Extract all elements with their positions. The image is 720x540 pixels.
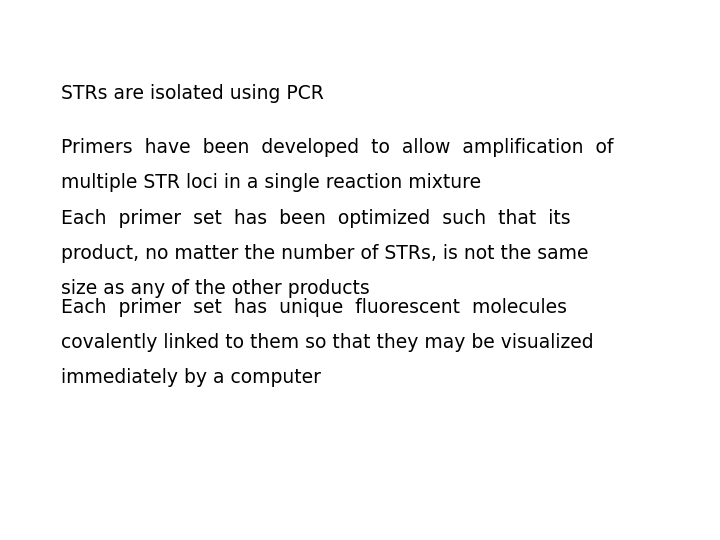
- Text: size as any of the other products: size as any of the other products: [61, 279, 370, 298]
- Text: STRs are isolated using PCR: STRs are isolated using PCR: [61, 84, 324, 103]
- Text: product, no matter the number of STRs, is not the same: product, no matter the number of STRs, i…: [61, 244, 589, 263]
- Text: immediately by a computer: immediately by a computer: [61, 368, 321, 387]
- Text: Primers  have  been  developed  to  allow  amplification  of: Primers have been developed to allow amp…: [61, 138, 613, 157]
- Text: Each  primer  set  has  unique  fluorescent  molecules: Each primer set has unique fluorescent m…: [61, 298, 567, 317]
- Text: multiple STR loci in a single reaction mixture: multiple STR loci in a single reaction m…: [61, 173, 482, 192]
- Text: Each  primer  set  has  been  optimized  such  that  its: Each primer set has been optimized such …: [61, 209, 571, 228]
- Text: covalently linked to them so that they may be visualized: covalently linked to them so that they m…: [61, 333, 594, 352]
